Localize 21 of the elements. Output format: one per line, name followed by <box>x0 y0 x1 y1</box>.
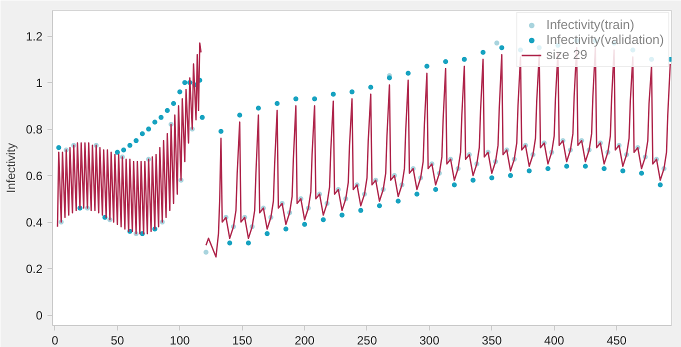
x-tick-label: 200 <box>294 334 315 347</box>
y-tick-label: 0.4 <box>26 216 43 230</box>
x-tick-label: 100 <box>170 334 190 347</box>
y-tick-label: 0.6 <box>26 169 43 184</box>
x-tick-label: 400 <box>544 334 565 347</box>
x-tick-label: 50 <box>110 334 124 347</box>
x-tick-label: 250 <box>356 334 378 347</box>
x-tick-label: 450 <box>606 334 627 347</box>
legend-label: Infectivity(train) <box>546 17 634 32</box>
y-tick-label: 1.2 <box>26 30 43 44</box>
x-tick-label: 150 <box>232 334 253 347</box>
y-tick-label: 0 <box>36 308 43 323</box>
y-tick-label: 1 <box>36 76 43 90</box>
x-tick-label: 300 <box>419 334 440 347</box>
y-tick-label: 0.2 <box>26 262 43 276</box>
series-label: size 29 <box>546 47 588 62</box>
legend-label: Infectivity(validation) <box>546 32 664 47</box>
x-tick-label: 0 <box>52 334 59 347</box>
y-axis-title: Infectivity <box>4 142 18 194</box>
y-tick-label: 0.8 <box>26 122 43 137</box>
x-tick-label: 350 <box>482 334 502 347</box>
